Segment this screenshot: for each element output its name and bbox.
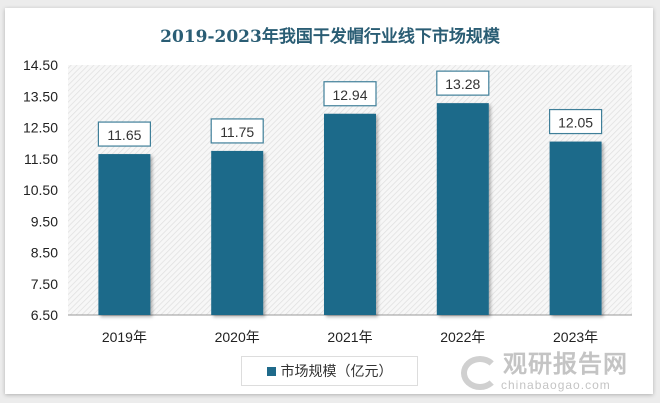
bar bbox=[436, 103, 489, 315]
data-label-box bbox=[436, 70, 490, 96]
y-tick-label: 7.50 bbox=[31, 276, 58, 292]
data-label: 11.65 bbox=[107, 127, 141, 143]
bar bbox=[98, 154, 151, 315]
x-tick-label: 2021年 bbox=[327, 329, 372, 345]
y-tick-label: 11.50 bbox=[24, 151, 58, 167]
y-tick-label: 14.50 bbox=[23, 57, 58, 73]
y-tick-label: 9.50 bbox=[31, 213, 58, 229]
data-label-box bbox=[210, 118, 264, 144]
bar bbox=[211, 150, 264, 315]
y-tick-label: 10.50 bbox=[23, 182, 58, 198]
x-tick-label: 2019年 bbox=[102, 329, 147, 345]
legend: 市场规模（亿元） bbox=[241, 356, 418, 386]
data-label-box bbox=[548, 108, 603, 135]
y-tick-label: 13.50 bbox=[23, 88, 58, 104]
watermark-en: chinabaogao.com bbox=[501, 378, 611, 392]
data-label: 12.94 bbox=[332, 87, 367, 103]
y-tick-label: 12.50 bbox=[23, 120, 58, 136]
data-label: 11.75 bbox=[220, 124, 254, 140]
data-label: 13.28 bbox=[445, 76, 480, 92]
watermark-cn: 观研报告网 bbox=[503, 351, 628, 378]
y-tick-label: 8.50 bbox=[31, 245, 58, 261]
bar bbox=[549, 141, 602, 315]
legend-swatch bbox=[266, 366, 276, 376]
x-tick-label: 2022年 bbox=[440, 329, 485, 345]
watermark: 观研报告网 chinabaogao.com bbox=[455, 352, 628, 392]
legend-label: 市场规模（亿元） bbox=[280, 363, 393, 379]
data-label: 12.05 bbox=[558, 115, 593, 131]
data-label-box bbox=[323, 81, 377, 107]
y-tick-label: 6.50 bbox=[31, 307, 58, 323]
x-tick-label: 2020年 bbox=[215, 329, 260, 345]
watermark-logo-icon bbox=[461, 356, 499, 390]
bar bbox=[324, 113, 376, 315]
chart-title: 2019-2023年我国干发帽行业线下市场规模 bbox=[160, 27, 500, 47]
data-label-box bbox=[97, 121, 152, 147]
x-tick-label: 2023年 bbox=[553, 329, 598, 345]
